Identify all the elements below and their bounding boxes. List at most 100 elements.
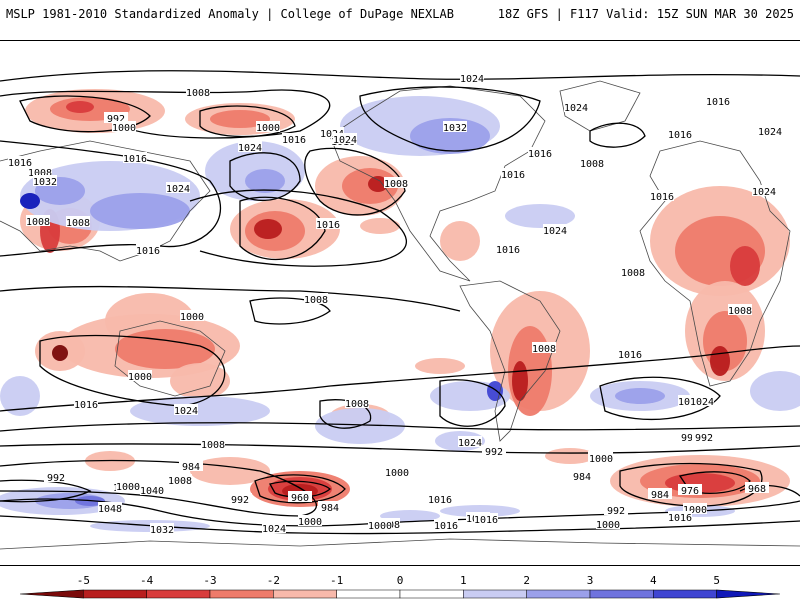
isobar-label-text: 1032 <box>150 525 174 536</box>
isobar-label: 1008 <box>28 166 52 179</box>
isobar-label-bg <box>320 127 344 138</box>
colorbar-segment <box>83 589 147 599</box>
isobar-label-bg <box>345 397 369 408</box>
isobar-label-text: 1008 <box>66 218 90 229</box>
isobar-label: 968 <box>745 482 769 495</box>
isobar-label: 960 <box>288 491 312 504</box>
isobar-label-bg <box>28 166 52 177</box>
isobar-label-text: 992 <box>47 473 65 484</box>
isobar-label-text: 1000 <box>683 505 707 516</box>
isobar-label-text: 1008 <box>168 476 192 487</box>
colorbar-tick-label: 2 <box>523 574 530 587</box>
isobar-label-bg <box>745 482 769 493</box>
isobar-label-bg <box>368 519 392 530</box>
isobar-label-text: 1016 <box>74 400 98 411</box>
isobar-label-text: 1016 <box>496 245 520 256</box>
isobar-label-bg <box>136 244 160 255</box>
anomaly-map: 1024100810241016101699210001000101610241… <box>0 40 800 566</box>
isobar-line <box>0 140 222 257</box>
isobar-label-text: 1032 <box>443 123 467 134</box>
isobar-label: 1000 <box>385 466 409 479</box>
isobar-label: 976 <box>678 484 702 497</box>
isobar-label-text: 992 <box>107 114 125 125</box>
isobar-label-text: 1016 <box>668 513 692 524</box>
isobar-label: 992 <box>692 431 716 444</box>
isobar-label-text: 1000 <box>596 520 620 531</box>
isobar-label: 1000 <box>256 121 280 134</box>
isobar-label: 1008 <box>728 304 752 317</box>
isobar-label-text: 1016 <box>428 495 452 506</box>
isobar-label-text: 1024 <box>543 226 567 237</box>
isobar-label-text: 992 <box>607 506 625 517</box>
colorbar-segment <box>146 589 211 599</box>
isobar-label-bg <box>458 436 482 447</box>
isobar-label-bg <box>304 293 328 304</box>
isobar-label-text: 1024 <box>333 135 357 146</box>
isobar-line <box>0 89 331 139</box>
isobar-label-bg <box>564 101 588 112</box>
isobar-label-bg <box>140 484 164 495</box>
anomaly-cell <box>410 118 490 154</box>
isobar-label: 1016 <box>8 156 32 169</box>
isobar-label-bg <box>543 224 567 235</box>
anomaly-cell <box>440 505 520 517</box>
isobar-label-text: 992 <box>695 433 713 444</box>
isobar-label-bg <box>678 431 702 442</box>
isobar-label-bg <box>8 156 32 167</box>
isobar-label-bg <box>501 168 525 179</box>
isobar-label-text: 992 <box>485 447 503 458</box>
isobar-label-text: 1016 <box>501 170 525 181</box>
isobar-label: 1048 <box>98 502 122 515</box>
isobar-label-text: 1016 <box>123 154 147 165</box>
anomaly-cell <box>245 169 285 193</box>
isobar-label-bg <box>580 157 604 168</box>
isobar-label-bg <box>758 125 782 136</box>
isobar-label-text: 1008 <box>728 306 752 317</box>
isobar-label-bg <box>384 177 408 188</box>
isobar-label-text: 1016 <box>706 97 730 108</box>
isobar-label: 1024 <box>690 395 714 408</box>
colorbar-segment <box>399 589 464 599</box>
coastline <box>559 80 641 132</box>
isobar-label: 984 <box>179 460 203 473</box>
isobar-label-bg <box>496 243 520 254</box>
isobar-label-bg <box>116 480 140 491</box>
isobar-line <box>678 471 751 494</box>
isobar-label-text: 968 <box>748 484 766 495</box>
colorbar-tick-label: 0 <box>397 574 404 587</box>
isobar-label-bg <box>179 460 203 471</box>
colorbar-segment <box>653 589 717 599</box>
isobar-label-text: 1032 <box>33 177 57 188</box>
anomaly-cell <box>360 218 400 234</box>
colorbar-tick-label: -5 <box>77 574 90 587</box>
isobar-labels: 1024100810241016101699210001000101610241… <box>8 72 782 536</box>
isobar-label-text: 1016 <box>8 158 32 169</box>
isobar-line <box>589 122 646 148</box>
anomaly-cell <box>66 101 94 113</box>
isobar-label-bg <box>74 398 98 409</box>
isobar-line <box>0 422 800 432</box>
isobar-label-text: 1016 <box>316 220 340 231</box>
isobar-label-bg <box>282 133 306 144</box>
isobar-label: 1000 <box>589 452 613 465</box>
coastline <box>0 538 800 550</box>
isobar-line <box>439 379 506 427</box>
isobar-label-bg <box>690 395 714 406</box>
anomaly-cell <box>0 376 40 416</box>
colorbar-segment <box>589 589 654 599</box>
isobar-label-text: 1000 <box>112 123 136 134</box>
isobar-label: 1008 <box>580 157 604 170</box>
isobar-label-bg <box>256 121 280 132</box>
isobar-label-text: 1016 <box>282 135 306 146</box>
isobar-label: 992 <box>482 445 506 458</box>
anomaly-cell <box>512 361 528 401</box>
anomaly-cell <box>170 363 230 399</box>
isobar-label-text: 984 <box>573 472 591 483</box>
anomaly-cell <box>545 448 595 464</box>
isobar-label: 1024 <box>262 522 286 535</box>
isobar-label-text: 1040 <box>140 486 164 497</box>
isobar-label-bg <box>228 493 252 504</box>
isobar-label-text: 1024 <box>758 127 782 138</box>
anomaly-cell <box>210 110 270 128</box>
isobar-line <box>239 196 326 261</box>
